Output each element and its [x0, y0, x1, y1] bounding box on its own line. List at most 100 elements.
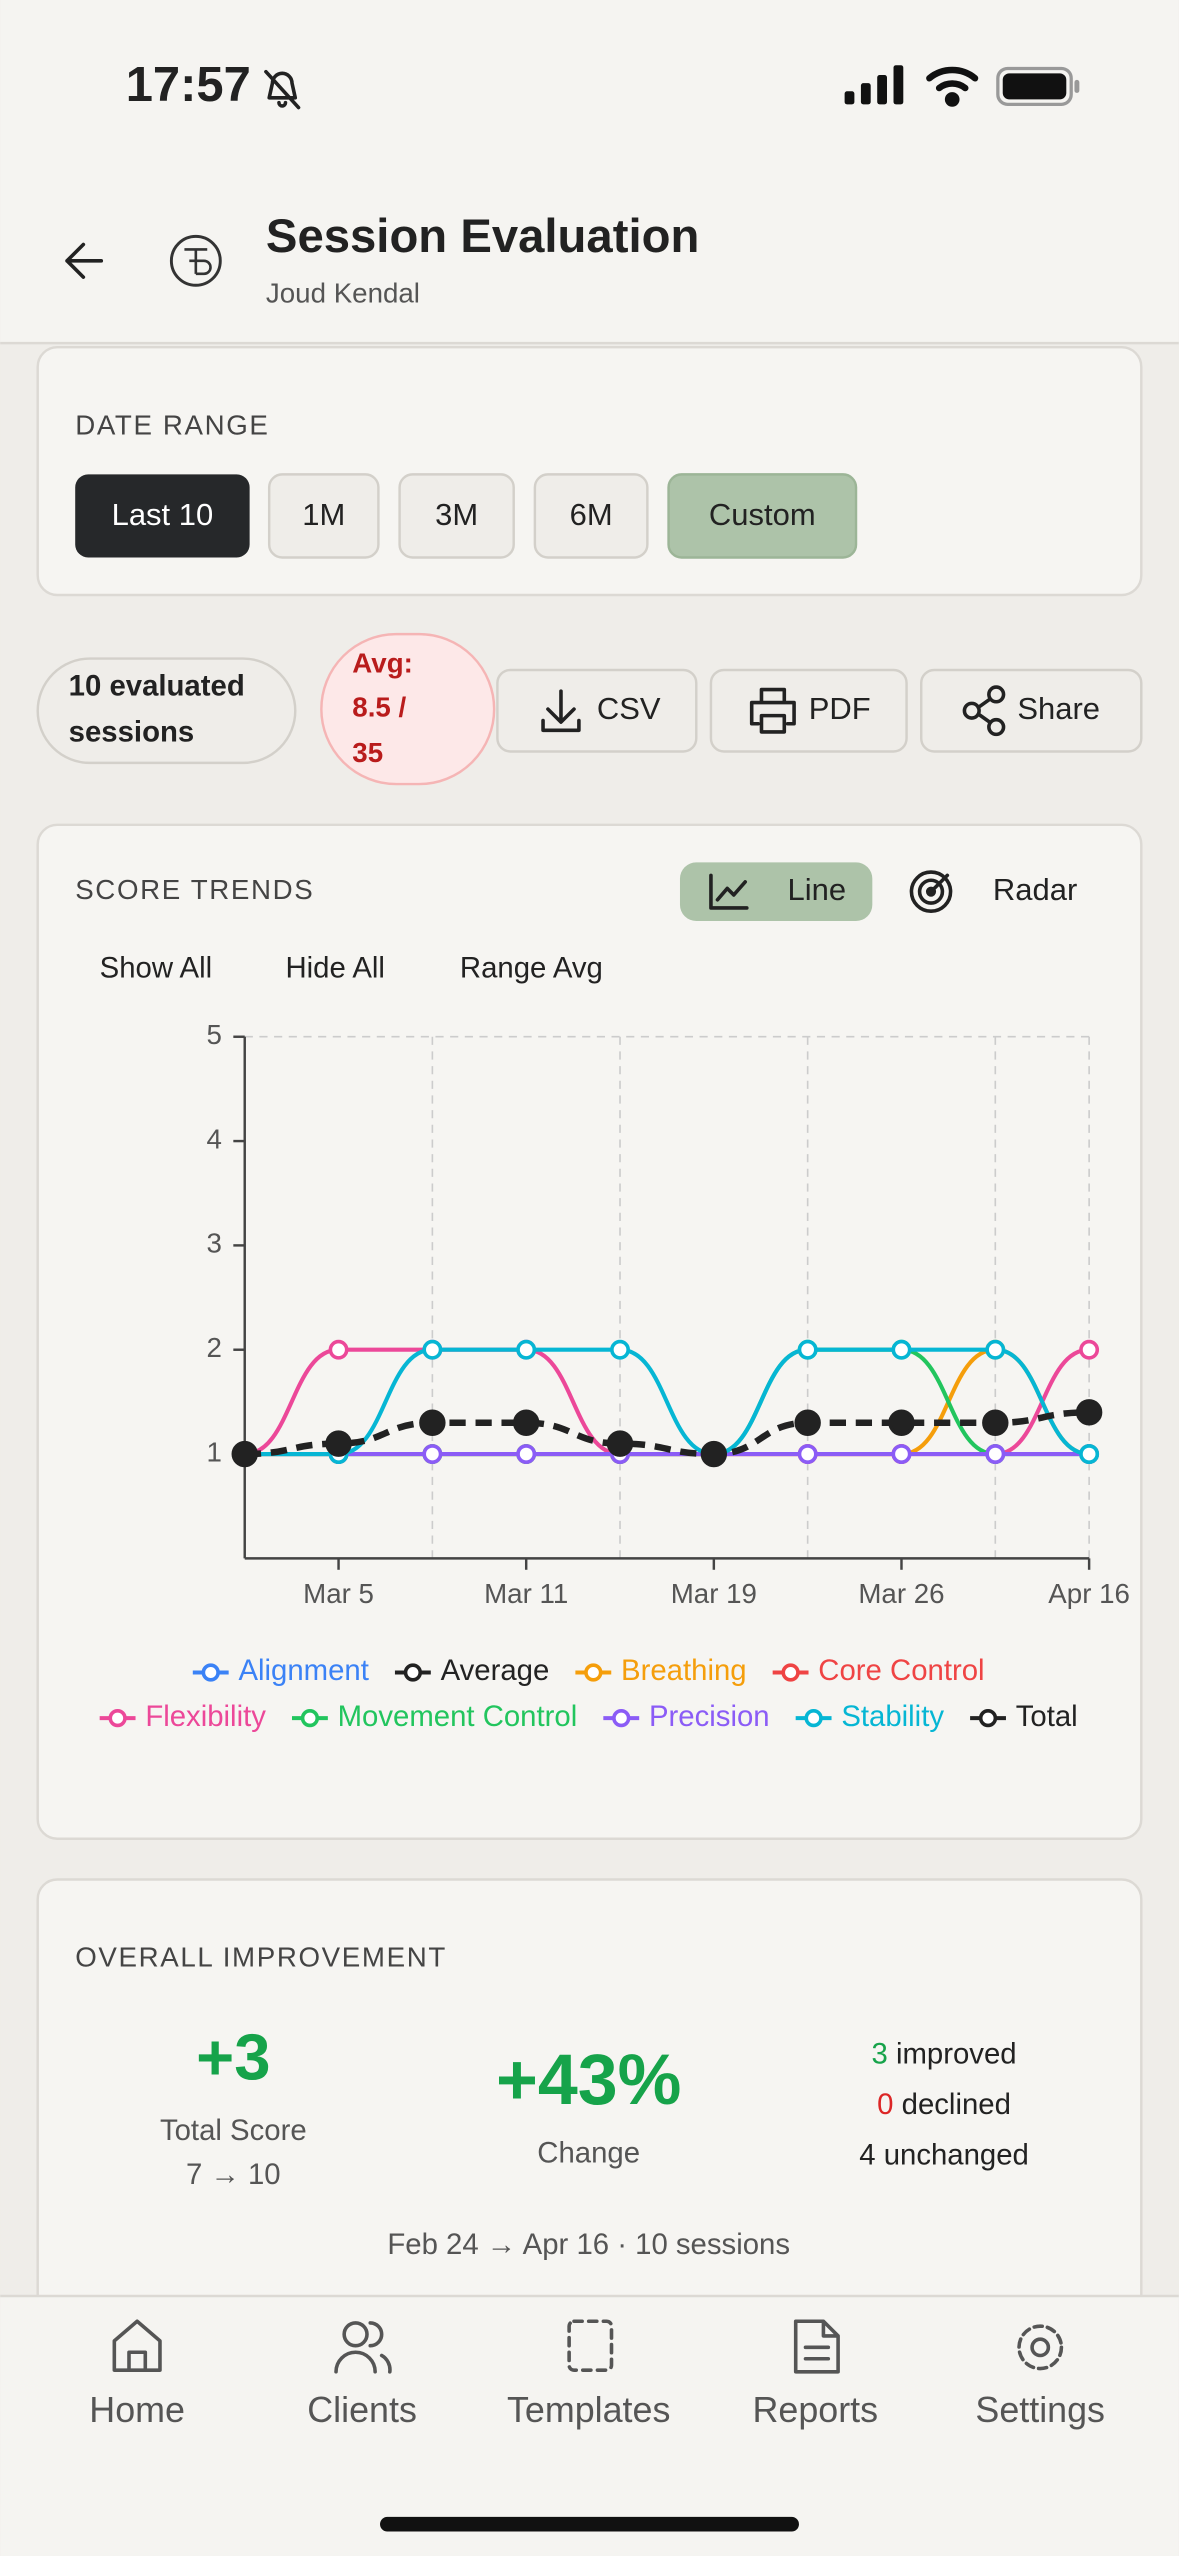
export-label[interactable]: PDF	[809, 691, 871, 726]
series-point	[516, 1444, 537, 1464]
legend-item[interactable]: Stability	[795, 1700, 945, 1733]
legend-swatch	[108, 1708, 127, 1728]
sessions-text: sessions	[69, 715, 195, 748]
declined-label: declined	[902, 2088, 1011, 2121]
series-point	[325, 1430, 352, 1457]
print-icon	[749, 687, 796, 734]
view-toggle-label[interactable]: Line	[788, 872, 847, 907]
line-chart-icon	[709, 873, 749, 910]
range-button-label[interactable]: 1M	[302, 497, 345, 532]
series-point	[610, 1339, 630, 1360]
reports-icon[interactable]	[793, 2319, 840, 2374]
range-button-label[interactable]: 6M	[570, 497, 613, 532]
y-tick-label: 4	[206, 1123, 221, 1154]
export-label[interactable]: Share	[1017, 691, 1100, 726]
legend-item[interactable]: Precision	[603, 1700, 770, 1733]
series-point	[606, 1430, 634, 1457]
tab-bar	[0, 2295, 1179, 2556]
range-button[interactable]	[267, 473, 380, 559]
range-button[interactable]	[398, 473, 515, 559]
series-point	[1079, 1444, 1100, 1464]
wifi-icon	[926, 66, 979, 107]
range-button[interactable]	[667, 473, 858, 559]
chart-control[interactable]: Range Avg	[460, 952, 603, 985]
series-point	[231, 1440, 258, 1468]
legend-item[interactable]: Alignment	[192, 1654, 369, 1687]
legend-label: Stability	[841, 1700, 944, 1733]
legend-label: Alignment	[238, 1654, 368, 1687]
range-button-label[interactable]: Last 10	[112, 497, 214, 532]
series-point	[797, 1339, 818, 1360]
x-tick-label: Mar 26	[858, 1578, 944, 1609]
total-label: Total Score	[160, 2114, 307, 2147]
series-point	[422, 1444, 443, 1464]
legend-swatch	[201, 1663, 220, 1682]
home-icon[interactable]	[112, 2319, 162, 2372]
tab-label[interactable]: Reports	[752, 2390, 878, 2430]
legend-label: Flexibility	[145, 1700, 266, 1733]
series-point	[982, 1409, 1009, 1436]
avg-pill	[320, 632, 496, 786]
series-point	[1075, 1399, 1103, 1426]
mute-icon	[264, 69, 301, 110]
radar-icon	[909, 870, 953, 914]
legend-swatch	[300, 1708, 320, 1728]
series-point	[797, 1444, 818, 1464]
sessions-pill	[36, 657, 297, 765]
legend-item[interactable]: Core Control	[772, 1654, 985, 1687]
legend-label: Breathing	[621, 1654, 747, 1687]
settings-icon[interactable]	[1017, 2324, 1064, 2371]
series-point	[419, 1409, 446, 1436]
unchanged-count: 4 unchanged	[859, 2138, 1029, 2171]
legend-item[interactable]: Flexibility	[99, 1700, 267, 1733]
series-point	[700, 1440, 728, 1468]
back-button[interactable]	[65, 242, 104, 279]
page-title: Session Evaluation	[266, 210, 699, 263]
improvement-footer: Feb 24 → Apr 16 · 10 sessions	[387, 2228, 790, 2261]
legend-label: Average	[441, 1654, 550, 1687]
y-tick-label: 2	[206, 1332, 221, 1363]
chart-control[interactable]: Hide All	[285, 952, 384, 985]
legend-item[interactable]: Average	[394, 1654, 550, 1687]
y-tick-label: 3	[206, 1228, 221, 1259]
chart-control[interactable]: Show All	[100, 952, 212, 985]
range-button[interactable]	[75, 474, 250, 558]
range-button[interactable]	[533, 473, 649, 559]
export-label[interactable]: CSV	[597, 691, 661, 726]
improved-label: improved	[896, 2037, 1017, 2070]
series-point	[891, 1444, 912, 1464]
series-line	[244, 1347, 1090, 1457]
x-tick-label: Mar 19	[671, 1578, 757, 1609]
x-tick-label: Mar 11	[484, 1578, 568, 1609]
tab-label[interactable]: Templates	[507, 2390, 670, 2430]
section-label: OVERALL IMPROVEMENT	[75, 1942, 447, 1973]
total-delta: +3	[196, 2020, 270, 2093]
export-button[interactable]	[920, 668, 1143, 753]
change-percent: +43%	[496, 2040, 681, 2120]
templates-icon[interactable]	[567, 2319, 614, 2372]
legend-swatch	[584, 1663, 603, 1682]
series-point	[516, 1339, 537, 1360]
total-range: 7 → 10	[186, 2158, 281, 2191]
legend-item[interactable]: Breathing	[575, 1654, 747, 1687]
trends-card	[36, 823, 1143, 1840]
tab-label[interactable]: Clients	[307, 2390, 417, 2430]
series-point	[512, 1409, 540, 1436]
tab-label[interactable]: Settings	[975, 2390, 1105, 2430]
x-tick-label: Mar 5	[303, 1578, 374, 1609]
series-point	[1079, 1339, 1100, 1360]
legend-label: Core Control	[818, 1654, 984, 1687]
series-point	[985, 1339, 1006, 1360]
legend-label: Movement Control	[338, 1700, 578, 1733]
clients-icon[interactable]	[334, 2321, 392, 2374]
range-button-label[interactable]: 3M	[435, 497, 478, 532]
legend-item[interactable]: Movement Control	[291, 1700, 578, 1733]
legend-item[interactable]: Total	[970, 1700, 1078, 1733]
range-button-label[interactable]: Custom	[709, 497, 816, 532]
series-point	[985, 1444, 1006, 1464]
tab-label[interactable]: Home	[89, 2390, 185, 2430]
view-toggle-label[interactable]: Radar	[993, 872, 1077, 907]
declined-number: 0	[877, 2088, 893, 2121]
